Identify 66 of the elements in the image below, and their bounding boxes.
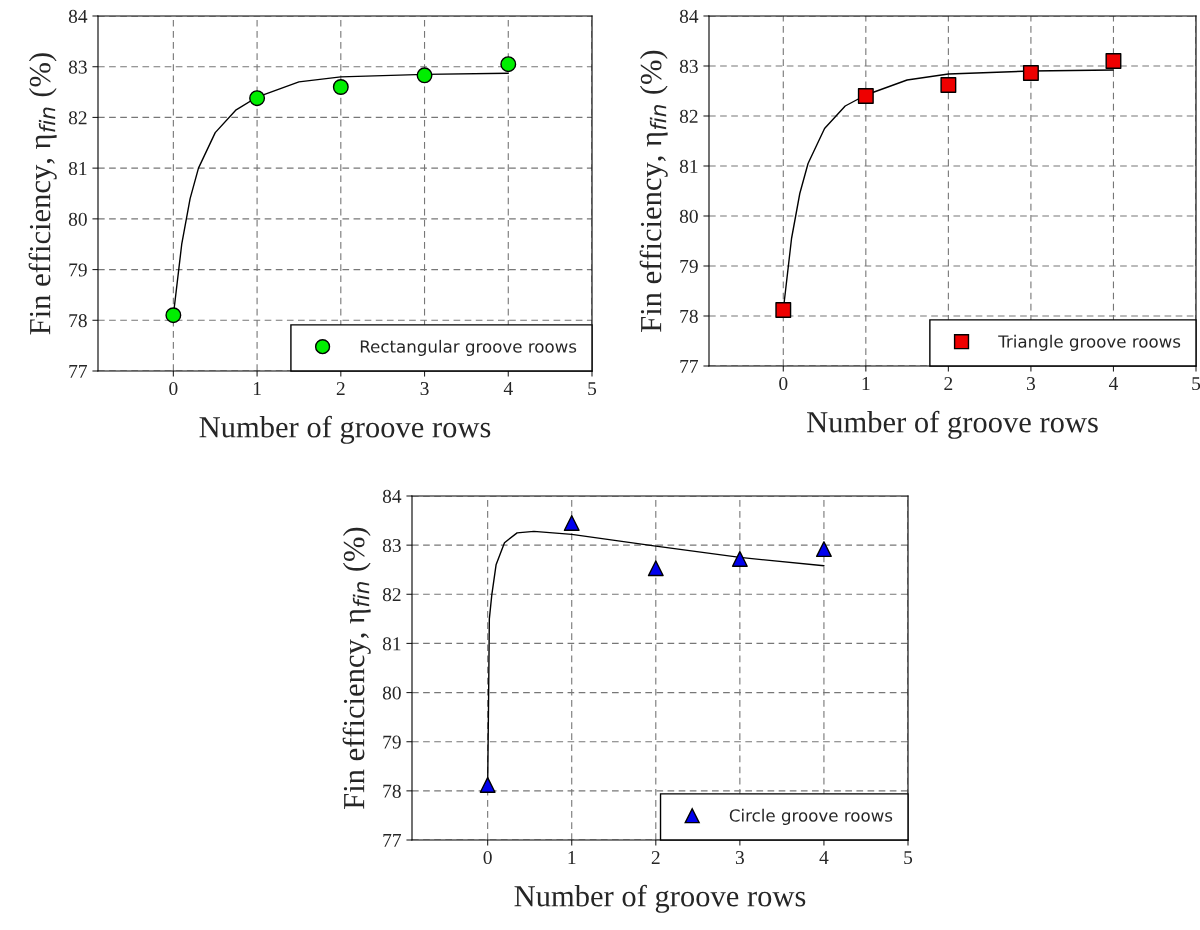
point [500, 56, 517, 73]
point [731, 550, 748, 567]
point [1022, 65, 1039, 81]
x-tick-label: 4 [1108, 377, 1119, 390]
legend-label: Circle groove roows [729, 808, 893, 825]
y-tick-label: 83 [68, 60, 87, 74]
x-tick-label: 1 [253, 382, 261, 395]
x-tick-label: 0 [169, 381, 178, 396]
y-tick-label: 79 [69, 263, 87, 277]
y-axis-title: Fin efficiency, η$_{fin}$ (%) [342, 527, 371, 809]
legend-label: Rectangular groove roows [360, 339, 577, 356]
point [1105, 53, 1122, 69]
y-tick-label: 78 [69, 314, 87, 328]
x-tick-label: 2 [336, 382, 345, 395]
point [416, 67, 433, 84]
point [332, 79, 349, 95]
point [857, 88, 874, 104]
x-tick-label: 0 [779, 376, 788, 391]
x-axis-title: Number of groove rows [514, 884, 806, 913]
y-tick-label: 81 [382, 637, 401, 651]
point [479, 776, 496, 793]
y-tick-label: 83 [679, 59, 698, 73]
y-tick-label: 78 [383, 784, 401, 798]
point [563, 515, 580, 532]
y-tick-label: 84 [679, 9, 699, 23]
point [249, 90, 266, 107]
point [775, 302, 792, 318]
y-tick-label: 84 [68, 9, 88, 23]
y-tick-label: 79 [680, 259, 698, 273]
x-tick-label: 4 [819, 851, 829, 864]
point [815, 541, 832, 558]
x-tick-label: 2 [651, 851, 660, 864]
y-tick-label: 77 [383, 834, 402, 847]
x-axis-title: Number of groove rows [807, 410, 1098, 439]
y-tick-label: 83 [382, 538, 401, 553]
y-tick-label: 82 [382, 588, 401, 602]
y-axis-title: Fin efficiency, η$_{fin}$ (%) [639, 50, 668, 332]
x-tick-label: 5 [904, 851, 913, 865]
y-tick-label: 82 [679, 109, 698, 123]
point [940, 77, 957, 93]
x-tick-label: 3 [420, 382, 429, 396]
y-tick-label: 81 [68, 161, 87, 176]
x-tick-label: 3 [1026, 377, 1036, 391]
y-tick-label: 82 [68, 111, 87, 125]
y-tick-label: 81 [679, 159, 698, 173]
y-tick-label: 78 [680, 309, 698, 323]
legend-label: Triangle groove roows [998, 334, 1181, 351]
y-tick-label: 77 [69, 365, 88, 378]
y-tick-label: 80 [68, 212, 87, 226]
y-axis-title: Fin efficiency, η$_{fin}$ (%) [28, 53, 57, 335]
x-axis-title: Number of groove rows [199, 415, 491, 444]
y-tick-label: 84 [382, 489, 402, 503]
x-tick-label: 1 [862, 377, 870, 390]
x-tick-label: 3 [735, 851, 744, 865]
x-tick-label: 1 [568, 851, 576, 864]
point [647, 560, 664, 577]
y-tick-label: 80 [679, 209, 698, 223]
x-tick-label: 0 [483, 850, 492, 865]
point [165, 307, 182, 324]
x-tick-label: 4 [503, 382, 513, 395]
x-tick-label: 2 [944, 377, 953, 390]
x-tick-label: 5 [1192, 377, 1200, 391]
y-tick-label: 77 [680, 360, 699, 373]
y-tick-label: 80 [382, 686, 401, 700]
y-tick-label: 79 [383, 735, 401, 749]
x-tick-label: 5 [588, 382, 597, 396]
